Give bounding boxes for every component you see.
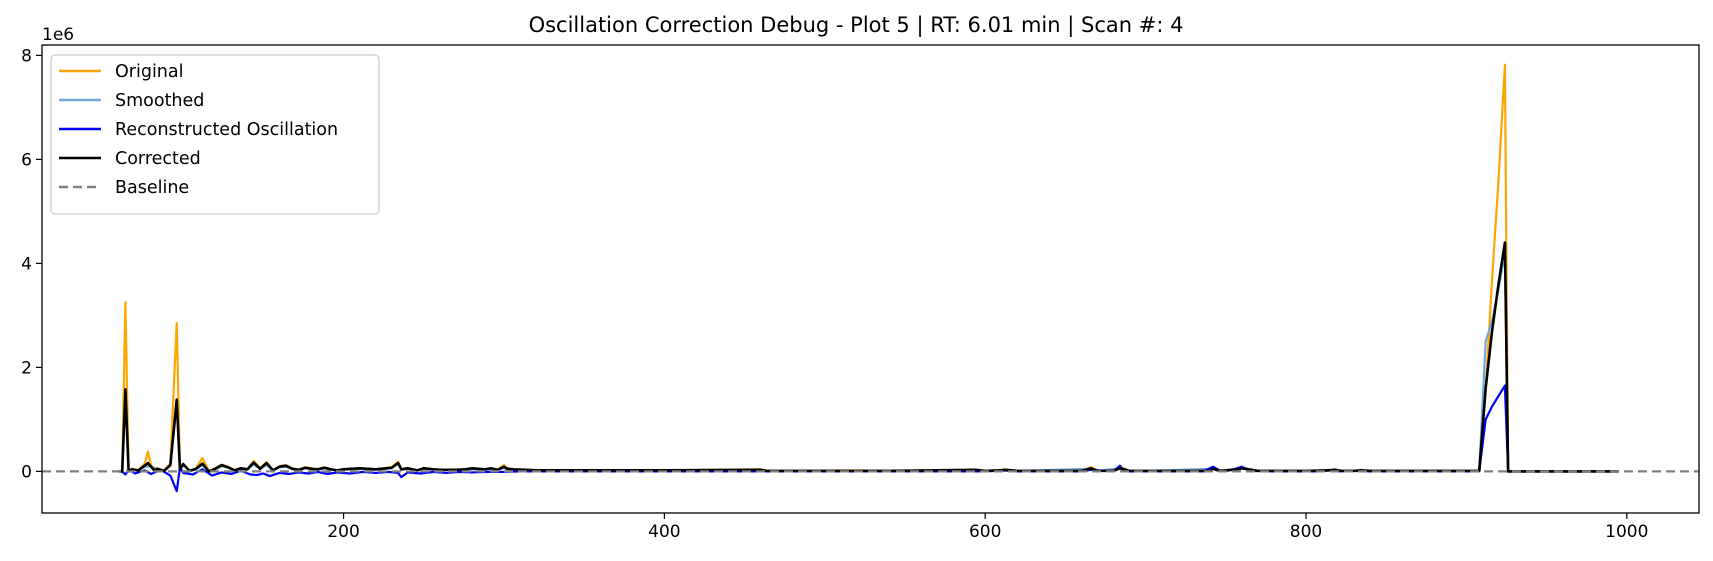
x-tick-label: 800 [1290, 522, 1322, 542]
series-line-reconstructed-oscillation [119, 384, 1619, 493]
x-tick-label: 200 [327, 522, 359, 542]
legend: Original Smoothed Reconstructed Oscillatio… [50, 54, 380, 215]
legend-label-original: Original [115, 62, 183, 82]
y-tick-label: 4 [21, 254, 32, 274]
chart-title: Oscillation Correction Debug - Plot 5 | … [529, 13, 1184, 38]
plot-area [42, 63, 1699, 493]
legend-label-smoothed: Smoothed [115, 91, 204, 111]
legend-label-reconstructed-oscillation: Reconstructed Oscillation [115, 120, 338, 140]
y-tick-label: 8 [21, 46, 32, 66]
series-line-corrected [119, 241, 1619, 473]
y-tick-label: 0 [21, 462, 32, 482]
x-tick-label: 400 [648, 522, 680, 542]
series-line-smoothed [119, 251, 1619, 473]
legend-label-corrected: Corrected [115, 149, 201, 169]
legend-box [50, 54, 380, 215]
legend-label-baseline: Baseline [115, 178, 189, 198]
x-tick-label: 1000 [1605, 522, 1648, 542]
axes-frame [41, 44, 1700, 514]
axes: 200 400 600 800 1000 0 2 4 6 8 [21, 44, 1700, 542]
y-tick-label: 6 [21, 150, 32, 170]
y-offset-label: 1e6 [42, 25, 74, 45]
y-tick-label: 2 [21, 358, 32, 378]
x-tick-label: 600 [969, 522, 1001, 542]
